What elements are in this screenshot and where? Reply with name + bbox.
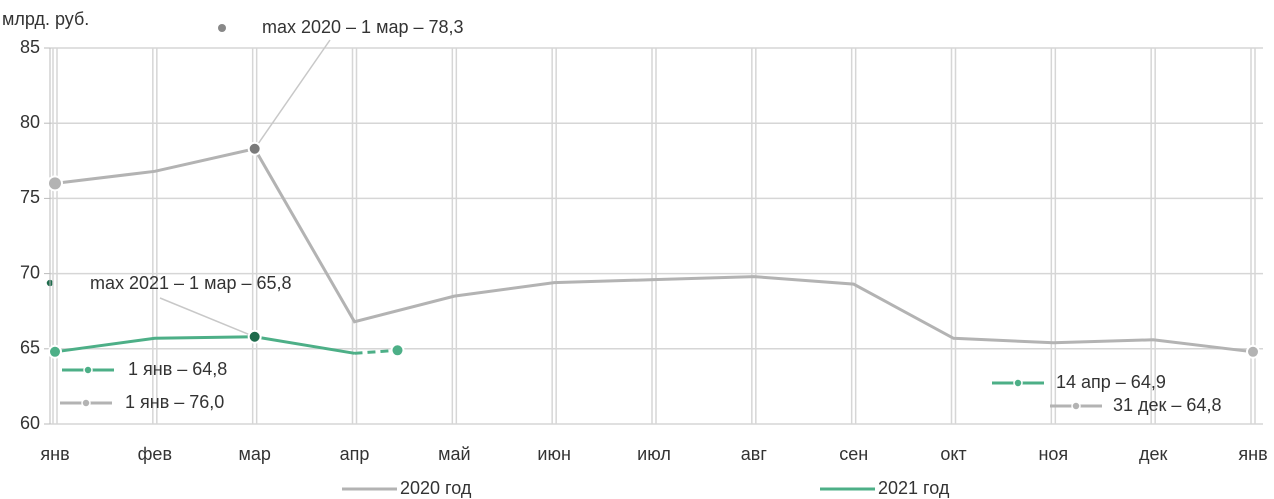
annotation-key-dot bbox=[81, 398, 91, 408]
x-tick-label: окт bbox=[940, 444, 966, 464]
annotation: max 2020 – 1 мар – 78,3 bbox=[262, 17, 464, 37]
annotation: 14 апр – 64,9 bbox=[1056, 372, 1166, 392]
y-tick-label: 80 bbox=[20, 112, 40, 132]
annotation: 1 янв – 76,0 bbox=[125, 392, 224, 412]
leader-line bbox=[254, 39, 331, 150]
x-tick-label: апр bbox=[340, 444, 370, 464]
legend-label: 2021 год bbox=[878, 478, 950, 498]
x-tick-label: сен bbox=[839, 444, 868, 464]
y-tick-label: 70 bbox=[20, 262, 40, 282]
y-tick-label: 85 bbox=[20, 37, 40, 57]
x-tick-label: июн bbox=[537, 444, 571, 464]
annotation: 31 дек – 64,8 bbox=[1113, 395, 1221, 415]
max-point bbox=[247, 141, 262, 156]
max-point bbox=[247, 329, 262, 344]
x-tick-label: дек bbox=[1139, 444, 1168, 464]
series-line bbox=[54, 147, 1254, 354]
forecast-line bbox=[354, 348, 398, 355]
annotation-key-dot bbox=[83, 365, 93, 375]
x-tick-label: авг bbox=[741, 444, 768, 464]
annotation: 1 янв – 64,8 bbox=[128, 359, 227, 379]
leader-line bbox=[159, 297, 255, 338]
y-tick-label: 65 bbox=[20, 338, 40, 358]
start-point bbox=[48, 344, 62, 359]
latest-point bbox=[390, 343, 405, 358]
start-point bbox=[47, 175, 63, 192]
series-line bbox=[54, 335, 355, 355]
end-point bbox=[1246, 344, 1260, 359]
y-tick-label: 60 bbox=[20, 413, 40, 433]
x-tick-label: янв bbox=[40, 444, 69, 464]
x-tick-label: ноя bbox=[1038, 444, 1068, 464]
annotation-key-dot bbox=[1071, 401, 1081, 411]
x-tick-label: фев bbox=[138, 444, 172, 464]
annotation-key-dot bbox=[1013, 378, 1023, 388]
x-tick-label: июл bbox=[637, 444, 671, 464]
annotation: max 2021 – 1 мар – 65,8 bbox=[90, 273, 292, 293]
x-tick-label: май bbox=[438, 444, 470, 464]
y-tick-label: 75 bbox=[20, 187, 40, 207]
x-tick-label: мар bbox=[238, 444, 270, 464]
annotation-dot bbox=[218, 24, 226, 32]
x-tick-label: янв bbox=[1238, 444, 1267, 464]
y-axis-label: млрд. руб. bbox=[2, 9, 89, 29]
legend-label: 2020 год bbox=[400, 478, 472, 498]
